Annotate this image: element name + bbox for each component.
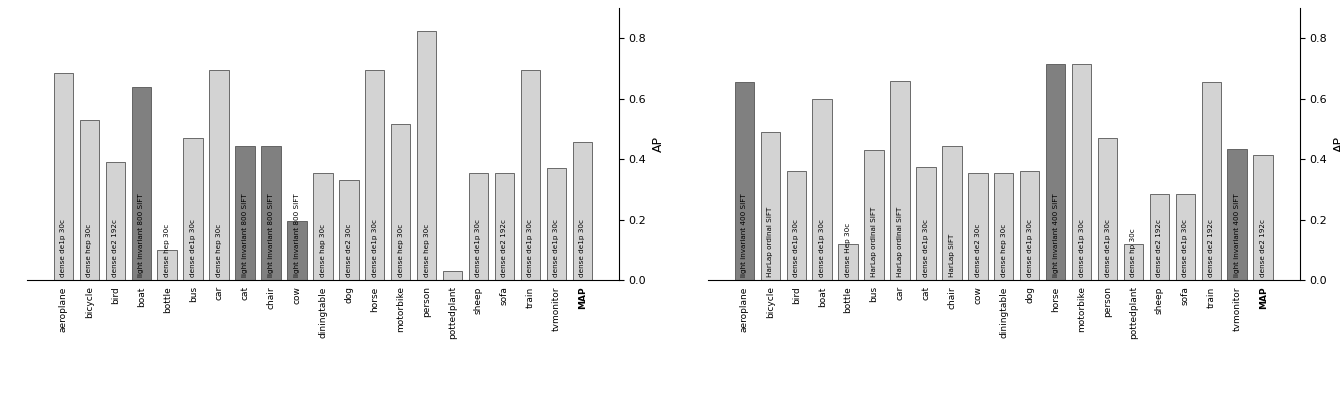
Bar bbox=[967, 173, 988, 280]
Text: dense hep 30c: dense hep 30c bbox=[165, 224, 170, 277]
Bar bbox=[864, 150, 884, 280]
Text: HarLap ordinal SIFT: HarLap ordinal SIFT bbox=[896, 207, 903, 277]
Bar bbox=[1072, 64, 1091, 280]
Text: dense de1p 30c: dense de1p 30c bbox=[819, 219, 825, 277]
Bar bbox=[158, 250, 177, 280]
Y-axis label: AP: AP bbox=[653, 136, 665, 152]
Bar bbox=[287, 221, 307, 280]
Text: dense hep 30c: dense hep 30c bbox=[423, 224, 430, 277]
Bar bbox=[942, 146, 962, 280]
Bar bbox=[890, 80, 910, 280]
Bar bbox=[469, 173, 488, 280]
Bar bbox=[1020, 171, 1040, 280]
Bar bbox=[839, 244, 858, 280]
Text: dense de1p 30c: dense de1p 30c bbox=[579, 219, 586, 277]
Text: dense de2 30c: dense de2 30c bbox=[346, 224, 352, 277]
Bar bbox=[1097, 138, 1118, 280]
Text: dense de1p 30c: dense de1p 30c bbox=[923, 219, 929, 277]
Text: dense de2 192c: dense de2 192c bbox=[501, 219, 508, 277]
Text: light invariant 800 SIFT: light invariant 800 SIFT bbox=[268, 193, 273, 277]
Bar bbox=[364, 70, 385, 280]
Bar bbox=[572, 142, 592, 280]
Text: dense de2 192c: dense de2 192c bbox=[1260, 219, 1266, 277]
Text: dense hep 30c: dense hep 30c bbox=[1001, 224, 1006, 277]
Bar bbox=[547, 168, 565, 280]
Bar bbox=[236, 146, 255, 280]
Bar bbox=[1202, 82, 1221, 280]
Text: dense de1p 30c: dense de1p 30c bbox=[1182, 219, 1189, 277]
Bar bbox=[812, 99, 832, 280]
Bar bbox=[734, 82, 754, 280]
Bar bbox=[994, 173, 1013, 280]
Text: dense de1p 30c: dense de1p 30c bbox=[190, 219, 196, 277]
Text: light invariant 800 SIFT: light invariant 800 SIFT bbox=[243, 193, 248, 277]
Bar bbox=[917, 167, 935, 280]
Bar bbox=[209, 70, 229, 280]
Text: light invariant 400 SIFT: light invariant 400 SIFT bbox=[1053, 193, 1059, 277]
Bar bbox=[761, 132, 780, 280]
Text: light invariant 800 SIFT: light invariant 800 SIFT bbox=[293, 193, 300, 277]
Bar bbox=[339, 180, 359, 280]
Bar bbox=[1227, 148, 1248, 280]
Text: dense de2 192c: dense de2 192c bbox=[1209, 219, 1214, 277]
Bar bbox=[1124, 244, 1143, 280]
Bar bbox=[54, 73, 74, 280]
Bar bbox=[184, 138, 202, 280]
Text: dense de1p 30c: dense de1p 30c bbox=[371, 219, 378, 277]
Bar bbox=[1150, 194, 1168, 280]
Text: dense de2 192c: dense de2 192c bbox=[113, 219, 118, 277]
Text: light invariant 400 SIFT: light invariant 400 SIFT bbox=[741, 193, 748, 277]
Text: dense hep 30c: dense hep 30c bbox=[398, 224, 403, 277]
Bar bbox=[131, 86, 151, 280]
Bar bbox=[442, 271, 462, 280]
Text: light invariant 400 SIFT: light invariant 400 SIFT bbox=[1234, 193, 1241, 277]
Bar bbox=[1175, 194, 1195, 280]
Text: dense hep 30c: dense hep 30c bbox=[86, 224, 92, 277]
Text: dense de1p 30c: dense de1p 30c bbox=[1079, 219, 1084, 277]
Text: HarLap SIFT: HarLap SIFT bbox=[949, 234, 955, 277]
Bar bbox=[106, 162, 125, 280]
Bar bbox=[79, 120, 99, 280]
Text: dense hp 30c: dense hp 30c bbox=[1131, 228, 1136, 277]
Text: light invariant 800 SIFT: light invariant 800 SIFT bbox=[138, 193, 145, 277]
Bar bbox=[1047, 64, 1065, 280]
Bar bbox=[314, 173, 332, 280]
Text: dense de2 192c: dense de2 192c bbox=[1156, 219, 1162, 277]
Bar bbox=[787, 171, 805, 280]
Text: dense de2 30c: dense de2 30c bbox=[974, 224, 981, 277]
Text: HarLap ordinal SIFT: HarLap ordinal SIFT bbox=[871, 207, 878, 277]
Text: dense de1p 30c: dense de1p 30c bbox=[60, 219, 67, 277]
Text: dense de1p 30c: dense de1p 30c bbox=[553, 219, 559, 277]
Bar bbox=[261, 146, 280, 280]
Text: dense hep 30c: dense hep 30c bbox=[216, 224, 222, 277]
Bar bbox=[417, 31, 437, 280]
Text: dense de1p 30c: dense de1p 30c bbox=[793, 219, 799, 277]
Bar bbox=[494, 173, 515, 280]
Y-axis label: AP: AP bbox=[1333, 136, 1340, 152]
Text: dense de1p 30c: dense de1p 30c bbox=[476, 219, 481, 277]
Text: dense de1p 30c: dense de1p 30c bbox=[1026, 219, 1033, 277]
Bar bbox=[1253, 154, 1273, 280]
Text: dense de1p 30c: dense de1p 30c bbox=[528, 219, 533, 277]
Text: dense de1p 30c: dense de1p 30c bbox=[1104, 219, 1111, 277]
Bar bbox=[391, 124, 410, 280]
Bar bbox=[521, 70, 540, 280]
Text: dense hap 30c: dense hap 30c bbox=[320, 224, 326, 277]
Text: dense Hep 30c: dense Hep 30c bbox=[846, 223, 851, 277]
Text: HarLap ordinal SIFT: HarLap ordinal SIFT bbox=[768, 207, 773, 277]
